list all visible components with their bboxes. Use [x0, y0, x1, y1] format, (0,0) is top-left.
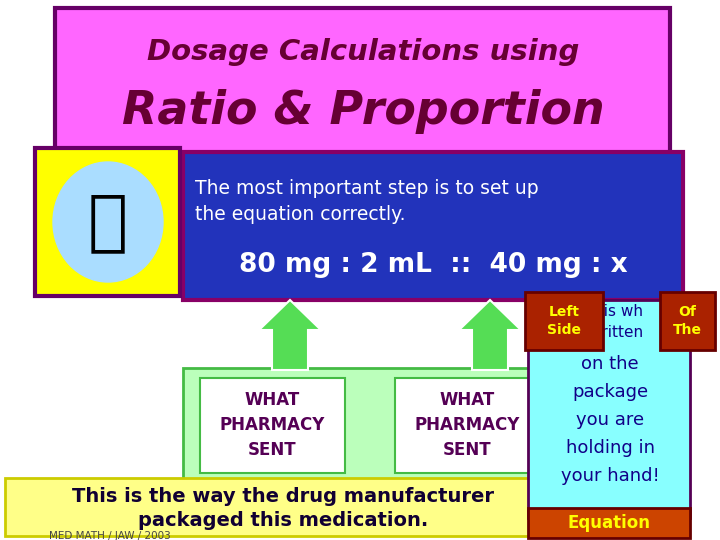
- FancyBboxPatch shape: [395, 378, 540, 473]
- Text: 🧑: 🧑: [88, 189, 128, 255]
- FancyArrow shape: [259, 300, 321, 370]
- Text: Ratio & Proportion: Ratio & Proportion: [122, 90, 604, 134]
- FancyBboxPatch shape: [525, 292, 603, 350]
- Text: packaged this medication.: packaged this medication.: [138, 511, 428, 530]
- FancyBboxPatch shape: [183, 152, 683, 300]
- Text: Equation: Equation: [567, 514, 650, 532]
- Text: the equation correctly.: the equation correctly.: [195, 206, 405, 225]
- FancyBboxPatch shape: [183, 368, 548, 480]
- Text: This is the way the drug manufacturer: This is the way the drug manufacturer: [72, 488, 494, 507]
- Text: MED MATH / JAW / 2003: MED MATH / JAW / 2003: [49, 531, 171, 540]
- Text: Of
The: Of The: [672, 305, 701, 337]
- FancyBboxPatch shape: [55, 8, 670, 156]
- FancyBboxPatch shape: [660, 292, 715, 350]
- FancyBboxPatch shape: [528, 508, 690, 538]
- FancyBboxPatch shape: [200, 378, 345, 473]
- Text: WHAT
PHARMACY
SENT: WHAT PHARMACY SENT: [414, 391, 520, 459]
- Text: WHAT
PHARMACY
SENT: WHAT PHARMACY SENT: [220, 391, 325, 459]
- FancyBboxPatch shape: [528, 300, 690, 518]
- FancyBboxPatch shape: [35, 148, 180, 296]
- FancyArrow shape: [459, 300, 521, 370]
- Ellipse shape: [53, 162, 163, 282]
- Text: Dosage Calculations using: Dosage Calculations using: [147, 38, 579, 66]
- FancyBboxPatch shape: [5, 478, 565, 536]
- Text: 80 mg : 2 mL  ::  40 mg : x: 80 mg : 2 mL :: 40 mg : x: [239, 252, 627, 278]
- Text: Left
Side: Left Side: [547, 305, 581, 337]
- Text: The most important step is to set up: The most important step is to set up: [195, 179, 539, 198]
- Text: his is wh
s written: his is wh s written: [577, 304, 644, 340]
- Text: on the
package
you are
holding in
your hand!: on the package you are holding in your h…: [561, 355, 660, 484]
